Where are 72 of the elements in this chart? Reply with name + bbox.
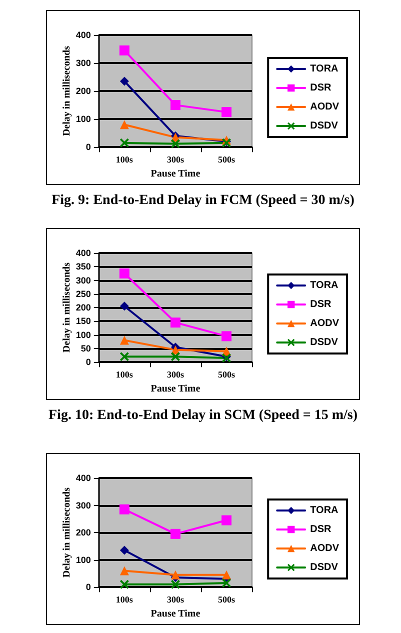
legend-label: DSDV — [310, 337, 338, 348]
point — [120, 76, 129, 86]
y-tick-label: 0 — [86, 357, 91, 368]
legend-label: AODV — [310, 102, 340, 112]
x-tick-label: 100s — [116, 370, 134, 380]
y-tick-label: 400 — [76, 30, 91, 40]
point — [119, 504, 130, 514]
point — [170, 352, 180, 362]
point — [170, 528, 180, 539]
point — [120, 566, 129, 576]
y-tick-label: 100 — [76, 114, 91, 124]
x-tick-label: 100s — [116, 594, 134, 605]
y-tick-label: 400 — [76, 473, 91, 483]
legend-label: TORA — [310, 505, 338, 516]
y-tick-label: 350 — [76, 262, 91, 272]
x-tick-label: 500s — [218, 370, 236, 380]
caption: Fig. 10: End-to-End Delay in SCM (Speed = 15 m/s) — [48, 408, 358, 424]
y-tick-label: 150 — [76, 316, 91, 326]
point — [221, 107, 232, 118]
point — [222, 578, 231, 588]
point — [120, 138, 129, 148]
legend-label: DSDV — [310, 562, 338, 573]
y-axis-title: Delay in milliseconds — [62, 487, 72, 578]
y-tick-label: 300 — [76, 275, 91, 286]
y-tick-label: 100 — [76, 330, 91, 340]
y-tick-label: 200 — [76, 86, 91, 96]
legend-label: TORA — [310, 280, 338, 291]
legend-label: AODV — [310, 318, 340, 329]
x-axis-title: Pause Time — [150, 168, 201, 180]
y-tick-label: 0 — [86, 582, 91, 592]
point — [170, 580, 180, 589]
x-tick-label: 500s — [218, 594, 236, 605]
x-tick-label: 100s — [116, 154, 134, 165]
point — [119, 45, 130, 56]
point — [120, 546, 129, 555]
point — [170, 100, 180, 110]
legend-label: DSR — [310, 82, 332, 94]
legend-label: TORA — [310, 64, 338, 74]
y-tick-label: 100 — [76, 554, 91, 565]
y-tick-label: 300 — [76, 58, 91, 68]
point — [222, 570, 231, 580]
y-axis-title: Delay in milliseconds — [62, 46, 72, 136]
point — [221, 331, 232, 342]
y-axis-title: Delay in milliseconds — [62, 262, 72, 353]
legend-label: DSR — [310, 299, 332, 310]
point — [120, 336, 129, 345]
x-axis-title: Pause Time — [150, 608, 201, 620]
y-tick-label: 50 — [80, 343, 91, 354]
point — [170, 139, 180, 148]
point — [119, 268, 130, 278]
x-tick-label: 500s — [218, 154, 236, 165]
x-tick-label: 300s — [166, 154, 184, 165]
point — [120, 580, 129, 589]
point — [120, 302, 129, 311]
point — [120, 352, 129, 362]
point — [221, 515, 232, 526]
y-tick-label: 250 — [76, 288, 91, 299]
x-tick-label: 300s — [166, 370, 184, 380]
y-tick-label: 200 — [76, 528, 91, 538]
legend-label: AODV — [310, 543, 340, 554]
x-tick-label: 300s — [166, 594, 184, 605]
legend-label: DSR — [310, 524, 332, 535]
caption: Fig. 9: End-to-End Delay in FCM (Speed = 30 m/s) — [50, 193, 356, 209]
y-tick-label: 400 — [76, 248, 91, 258]
y-tick-label: 0 — [86, 142, 91, 152]
legend-label: DSDV — [310, 120, 338, 132]
point — [120, 120, 129, 130]
point — [170, 570, 180, 580]
point — [170, 318, 180, 328]
y-tick-label: 200 — [76, 302, 91, 313]
y-tick-label: 300 — [76, 500, 91, 510]
x-axis-title: Pause Time — [150, 384, 201, 394]
